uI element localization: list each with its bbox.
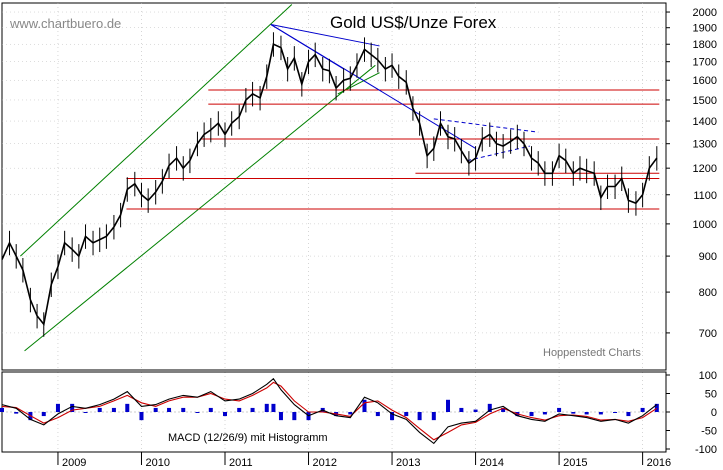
histogram-bar (501, 407, 506, 412)
histogram-bar (264, 403, 269, 412)
histogram-bar (542, 412, 547, 415)
histogram-bar (417, 412, 422, 421)
macd-y-tick-label: -100 (695, 444, 717, 456)
price-y-tick-label: 700 (699, 328, 717, 340)
histogram-bar (598, 412, 603, 415)
histogram-bar (83, 412, 88, 413)
macd-histogram (0, 399, 659, 421)
histogram-bar (487, 403, 492, 412)
price-y-tick-label: 1700 (693, 57, 717, 69)
histogram-bar (181, 407, 186, 412)
histogram-bar (41, 412, 46, 417)
histogram-bar (584, 412, 589, 415)
price-y-tick-label: 1900 (693, 23, 717, 35)
x-tick-label: 2015 (563, 457, 587, 469)
price-y-tick-label: 1500 (693, 95, 717, 107)
price-y-tick-label: 1800 (693, 39, 717, 51)
price-y-tick-label: 900 (699, 251, 717, 263)
price-gridlines (2, 3, 666, 452)
histogram-bar (404, 412, 409, 417)
macd-y-tick-label: 0 (711, 407, 717, 419)
histogram-bar (97, 407, 102, 412)
histogram-bar (55, 403, 60, 412)
macd-y-tick-label: -50 (701, 426, 717, 438)
price-y-tick-label: 1400 (693, 116, 717, 128)
channel-lower-line (24, 64, 376, 352)
histogram-bar (125, 403, 130, 412)
histogram-bar (459, 407, 464, 412)
histogram-bar (654, 403, 659, 412)
histogram-bar (139, 412, 144, 421)
histogram-bar (111, 407, 116, 412)
macd-line (1, 377, 658, 445)
macd-y-tick-label: 100 (699, 370, 717, 382)
price-line (1, 43, 658, 327)
macd-label: MACD (12/26/9) mit Histogramm (168, 432, 328, 444)
chart-title: Gold US$/Unze Forex (330, 13, 497, 32)
histogram-bar (14, 412, 19, 414)
histogram-bar (473, 409, 478, 412)
signal-line (1, 381, 658, 441)
triangle-top-line (433, 118, 539, 133)
macd-y-tick-label: 50 (705, 389, 717, 401)
histogram-bar (208, 407, 213, 412)
histogram-bar (640, 407, 645, 412)
triangle-bottom-line (467, 145, 530, 162)
histogram-bar (0, 407, 4, 412)
histogram-bar (153, 407, 158, 412)
histogram-bar (271, 403, 276, 412)
trend-line-upper (270, 24, 380, 47)
price-y-tick-label: 800 (699, 287, 717, 299)
x-tick-label: 2011 (229, 457, 253, 469)
x-tick-label: 2009 (62, 457, 86, 469)
histogram-bar (223, 412, 228, 417)
price-y-tick-label: 1100 (693, 190, 717, 202)
price-frame (1, 2, 667, 371)
histogram-bar (195, 412, 200, 413)
x-axis-year-labels: 2009 2010 2011 2012 2013 2014 2015 2016 (57, 452, 671, 469)
x-tick-label: 2010 (145, 457, 169, 469)
histogram-bar (167, 407, 172, 412)
histogram-bar (362, 399, 367, 412)
price-series (1, 32, 658, 337)
histogram-bar (70, 403, 75, 412)
histogram-bar (626, 412, 631, 417)
x-tick-label: 2016 (647, 457, 671, 469)
histogram-bar (390, 412, 395, 421)
histogram-bar (250, 407, 255, 412)
watermark: www.chartbuero.de (9, 16, 121, 31)
histogram-bar (237, 407, 242, 412)
x-tick-label: 2012 (313, 457, 337, 469)
histogram-bar (446, 399, 451, 412)
price-y-tick-label: 1600 (693, 75, 717, 87)
histogram-bar (613, 412, 618, 413)
histogram-bar (529, 412, 534, 417)
histogram-bar (375, 412, 380, 417)
macd-y-tick-labels: -100 -50 0 50 100 (2, 370, 717, 456)
histogram-bar (431, 412, 436, 421)
price-panel (1, 2, 667, 371)
price-y-tick-label: 1200 (693, 163, 717, 175)
x-tick-label: 2013 (396, 457, 420, 469)
downtrend-line (270, 24, 476, 149)
price-y-tick-label: 2000 (693, 7, 717, 19)
histogram-bar (278, 412, 283, 421)
channel-upper-line (20, 4, 293, 257)
histogram-bar (348, 412, 353, 415)
histogram-bar (557, 407, 562, 412)
credit-label: Hoppenstedt Charts (543, 347, 641, 359)
price-y-tick-labels: 700 800 900 1000 1100 1200 1300 1400 1500 1600 170… (666, 7, 717, 340)
price-y-tick-label: 1000 (693, 219, 717, 231)
histogram-bar (292, 412, 297, 421)
price-y-tick-label: 1300 (693, 139, 717, 151)
macd-lines (1, 377, 658, 445)
x-tick-label: 2014 (480, 457, 504, 469)
trendline-overlays (20, 4, 660, 352)
histogram-bar (571, 412, 576, 414)
